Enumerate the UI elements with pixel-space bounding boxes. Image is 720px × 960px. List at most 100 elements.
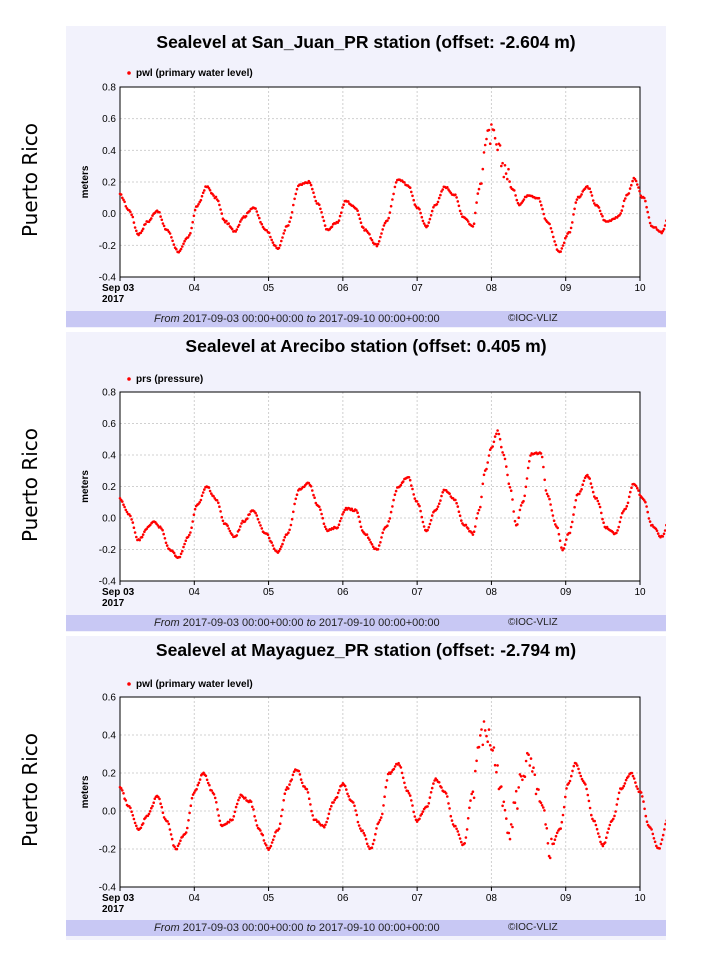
data-point xyxy=(238,796,241,799)
data-point xyxy=(411,487,414,491)
plot-area xyxy=(120,697,640,887)
data-point xyxy=(254,511,257,515)
data-point xyxy=(213,796,217,800)
data-point xyxy=(596,832,600,835)
data-point xyxy=(422,525,426,528)
data-point xyxy=(427,221,431,224)
region-label-1: Puerto Rico xyxy=(0,60,60,300)
data-point xyxy=(519,775,523,778)
data-point xyxy=(463,842,467,845)
data-point xyxy=(556,526,559,530)
y-tick-label: -0.2 xyxy=(99,241,117,252)
data-point xyxy=(636,787,639,791)
data-point xyxy=(141,822,145,825)
data-point xyxy=(576,764,579,767)
data-point xyxy=(132,221,136,224)
data-point xyxy=(647,216,651,219)
data-point xyxy=(129,806,132,810)
data-point xyxy=(277,246,281,250)
data-point xyxy=(618,520,622,524)
data-point xyxy=(539,452,543,455)
data-point xyxy=(492,746,496,749)
data-point xyxy=(554,834,558,838)
data-point xyxy=(321,516,324,520)
data-point xyxy=(585,787,588,791)
chart-footer: From 2017-09-03 00:00+00:00 to 2017-09-1… xyxy=(66,920,666,936)
data-point xyxy=(358,217,362,220)
data-point xyxy=(362,831,366,835)
y-tick-label: 0.2 xyxy=(102,769,116,780)
data-point xyxy=(652,837,656,840)
data-point xyxy=(173,845,176,849)
data-point xyxy=(314,501,318,505)
data-point xyxy=(200,494,204,497)
data-point xyxy=(553,240,556,243)
data-point xyxy=(267,536,271,540)
data-point xyxy=(622,199,626,203)
data-point xyxy=(475,759,478,763)
data-point xyxy=(248,209,251,213)
x-tick-label: Sep 03 xyxy=(102,283,135,294)
data-point xyxy=(498,144,502,147)
data-point xyxy=(632,777,636,780)
data-point xyxy=(432,206,435,209)
data-point xyxy=(355,509,358,512)
data-point xyxy=(616,797,620,801)
data-point xyxy=(387,520,391,523)
data-point xyxy=(626,501,630,505)
data-point xyxy=(598,835,601,839)
data-point xyxy=(220,212,224,215)
data-point xyxy=(476,192,480,195)
data-point xyxy=(600,842,603,846)
time-range: From 2017-09-03 00:00+00:00 to 2017-09-1… xyxy=(154,313,440,325)
data-point xyxy=(208,783,211,787)
data-point xyxy=(274,244,277,248)
data-point xyxy=(218,819,222,823)
data-point xyxy=(544,823,547,826)
data-point xyxy=(479,734,482,737)
data-point xyxy=(621,205,625,208)
data-point xyxy=(446,186,449,189)
data-point xyxy=(558,539,562,542)
data-point xyxy=(477,508,481,512)
data-point xyxy=(537,788,540,791)
data-point xyxy=(661,229,665,233)
data-point xyxy=(500,445,503,449)
data-point xyxy=(437,781,441,784)
data-point xyxy=(252,808,255,811)
data-point xyxy=(357,213,361,216)
data-point xyxy=(470,531,474,534)
data-point xyxy=(228,529,232,533)
data-point xyxy=(470,792,474,796)
data-point xyxy=(650,828,653,831)
data-point xyxy=(456,505,460,508)
data-point xyxy=(398,764,402,767)
x-tick-label: 10 xyxy=(634,587,646,598)
data-point xyxy=(336,221,340,224)
data-point xyxy=(368,233,371,236)
data-point xyxy=(284,788,288,791)
data-point xyxy=(227,222,230,225)
data-point xyxy=(552,235,555,239)
data-point xyxy=(471,533,475,536)
data-point xyxy=(379,816,383,819)
data-point xyxy=(565,538,568,541)
data-point xyxy=(483,143,487,147)
data-point xyxy=(457,833,461,836)
data-point xyxy=(417,502,420,506)
data-point xyxy=(393,765,397,768)
data-point xyxy=(338,214,342,218)
data-point xyxy=(483,729,487,732)
region-label-text: Puerto Rico xyxy=(18,122,42,238)
data-point xyxy=(124,799,128,802)
data-point xyxy=(289,216,293,219)
data-point xyxy=(474,769,477,773)
data-point xyxy=(545,827,549,830)
data-point xyxy=(282,232,285,235)
data-point xyxy=(505,817,508,820)
data-point xyxy=(503,808,507,812)
data-point xyxy=(161,811,165,814)
data-point xyxy=(511,498,514,501)
data-point xyxy=(458,209,462,213)
data-point xyxy=(559,827,562,830)
